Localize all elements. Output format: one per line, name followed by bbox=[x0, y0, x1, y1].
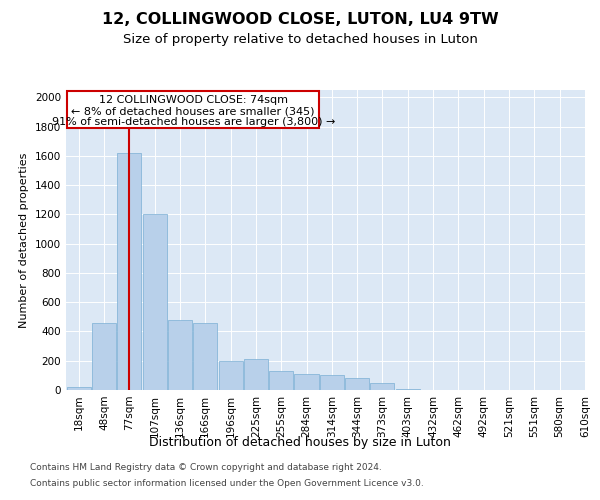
Bar bbox=[67, 387, 91, 390]
Bar bbox=[320, 376, 344, 390]
Text: 12, COLLINGWOOD CLOSE, LUTON, LU4 9TW: 12, COLLINGWOOD CLOSE, LUTON, LU4 9TW bbox=[101, 12, 499, 28]
Text: ← 8% of detached houses are smaller (345): ← 8% of detached houses are smaller (345… bbox=[71, 106, 315, 116]
Text: 12 COLLINGWOOD CLOSE: 74sqm: 12 COLLINGWOOD CLOSE: 74sqm bbox=[99, 95, 288, 105]
Bar bbox=[67, 90, 319, 128]
Bar bbox=[218, 360, 242, 390]
Bar bbox=[143, 214, 167, 390]
Bar bbox=[370, 382, 394, 390]
Text: 91% of semi-detached houses are larger (3,800) →: 91% of semi-detached houses are larger (… bbox=[52, 117, 335, 127]
Bar bbox=[396, 388, 420, 390]
Y-axis label: Number of detached properties: Number of detached properties bbox=[19, 152, 29, 328]
Bar bbox=[92, 322, 116, 390]
Text: Contains HM Land Registry data © Crown copyright and database right 2024.: Contains HM Land Registry data © Crown c… bbox=[30, 464, 382, 472]
Bar bbox=[244, 360, 268, 390]
Bar bbox=[269, 371, 293, 390]
Bar bbox=[295, 374, 319, 390]
Text: Contains public sector information licensed under the Open Government Licence v3: Contains public sector information licen… bbox=[30, 478, 424, 488]
Bar bbox=[168, 320, 192, 390]
Text: Size of property relative to detached houses in Luton: Size of property relative to detached ho… bbox=[122, 32, 478, 46]
Bar bbox=[345, 378, 369, 390]
Bar bbox=[117, 153, 142, 390]
Bar bbox=[193, 322, 217, 390]
Text: Distribution of detached houses by size in Luton: Distribution of detached houses by size … bbox=[149, 436, 451, 449]
